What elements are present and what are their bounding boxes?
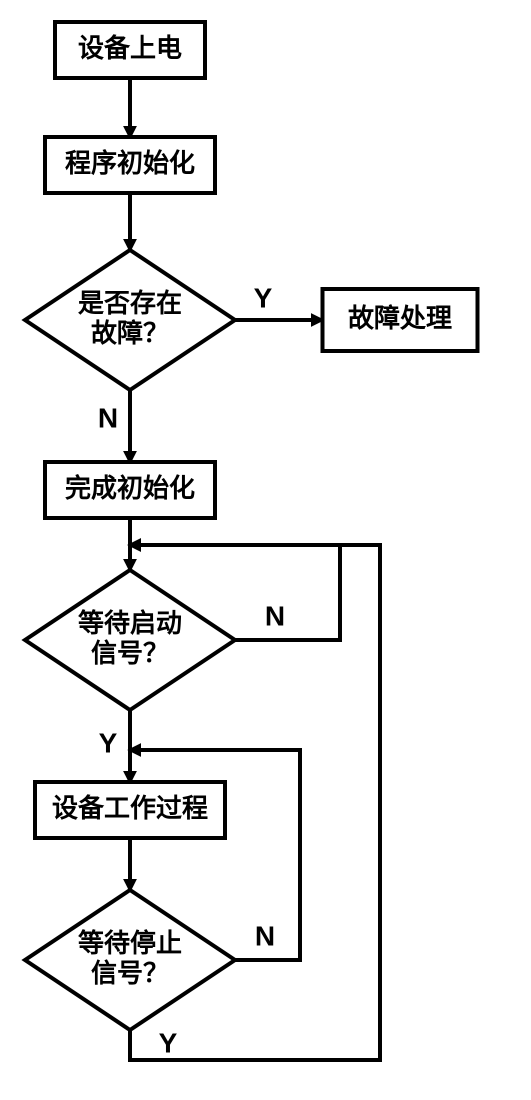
node-n6-text-1: 信号？ xyxy=(91,638,169,668)
edge-label-n3-n5: N xyxy=(98,402,118,433)
node-n4: 故障处理 xyxy=(323,289,478,351)
node-n1: 设备上电 xyxy=(55,22,205,78)
node-n6-text-0: 等待启动 xyxy=(78,608,182,638)
node-n8: 等待停止信号？ xyxy=(25,890,235,1030)
nodes-group: 设备上电程序初始化是否存在故障？故障处理完成初始化等待启动信号？设备工作过程等待… xyxy=(25,22,478,1030)
node-n4-text-0: 故障处理 xyxy=(348,303,452,333)
node-n2-text-0: 程序初始化 xyxy=(65,148,195,178)
node-n7: 设备工作过程 xyxy=(35,782,225,838)
node-n3: 是否存在故障？ xyxy=(25,250,235,390)
node-n7-text-0: 设备工作过程 xyxy=(52,793,208,823)
edge-label-n8-loop3: Y xyxy=(159,1027,178,1058)
node-n8-text-0: 等待停止 xyxy=(78,928,182,958)
node-n6: 等待启动信号？ xyxy=(25,570,235,710)
node-n5: 完成初始化 xyxy=(45,462,215,518)
node-n2: 程序初始化 xyxy=(45,137,215,193)
node-n5-text-0: 完成初始化 xyxy=(65,473,195,503)
node-n3-text-0: 是否存在 xyxy=(78,288,182,318)
node-n8-text-1: 信号？ xyxy=(91,958,169,988)
edge-label-n8-loop2: N xyxy=(255,920,275,951)
edge-label-n6-n7: Y xyxy=(99,727,118,758)
edge-label-n3-n4: Y xyxy=(254,282,273,313)
edge-label-n6-loop1: N xyxy=(265,600,285,631)
node-n1-text-0: 设备上电 xyxy=(78,33,182,63)
node-n3-text-1: 故障？ xyxy=(91,318,169,348)
